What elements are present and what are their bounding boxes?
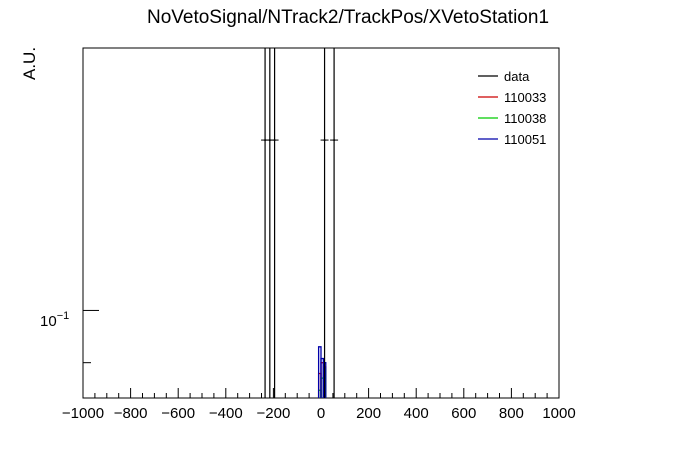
point-marker (268, 139, 271, 142)
data-point (320, 48, 329, 398)
x-tick-label: 200 (356, 405, 381, 422)
x-tick-label: −200 (257, 405, 291, 422)
x-tick-label: 800 (499, 405, 524, 422)
histogram-series (317, 346, 327, 398)
data-point (265, 48, 274, 398)
legend-label: 110033 (504, 90, 546, 105)
legend-label: data (504, 69, 530, 84)
x-tick-label: −800 (114, 405, 148, 422)
point-marker (264, 139, 267, 142)
y-axis: 10−1 (40, 309, 99, 364)
point-marker (323, 139, 326, 142)
legend: data 110033 110038 110051 (478, 69, 546, 147)
x-tick-label: −400 (209, 405, 243, 422)
x-tick-label: −1000 (62, 405, 104, 422)
legend-label: 110051 (504, 132, 546, 147)
data-point (270, 48, 279, 398)
chart-title: NoVetoSignal/NTrack2/TrackPos/XVetoStati… (147, 7, 549, 28)
y-tick-label: 10−1 (40, 310, 69, 330)
x-tick-label: 400 (404, 405, 429, 422)
x-axis: −1000 −800 −600 −400 −200 0 200 400 600 800 1000 (62, 388, 576, 422)
legend-entry: data (478, 69, 530, 84)
legend-entry: 110033 (478, 90, 546, 105)
data-series (261, 48, 339, 398)
x-tick-label: 1000 (542, 405, 575, 422)
legend-label: 110038 (504, 111, 546, 126)
x-tick-label: −600 (161, 405, 195, 422)
data-point (330, 48, 339, 398)
x-tick-label: 600 (451, 405, 476, 422)
point-marker (333, 139, 336, 142)
data-point (261, 48, 270, 398)
legend-entry: 110051 (478, 132, 546, 147)
y-axis-label: A.U. (20, 47, 39, 80)
plot-frame (82, 47, 560, 399)
legend-entry: 110038 (478, 111, 546, 126)
point-marker (273, 139, 276, 142)
x-tick-label: 0 (317, 405, 325, 422)
